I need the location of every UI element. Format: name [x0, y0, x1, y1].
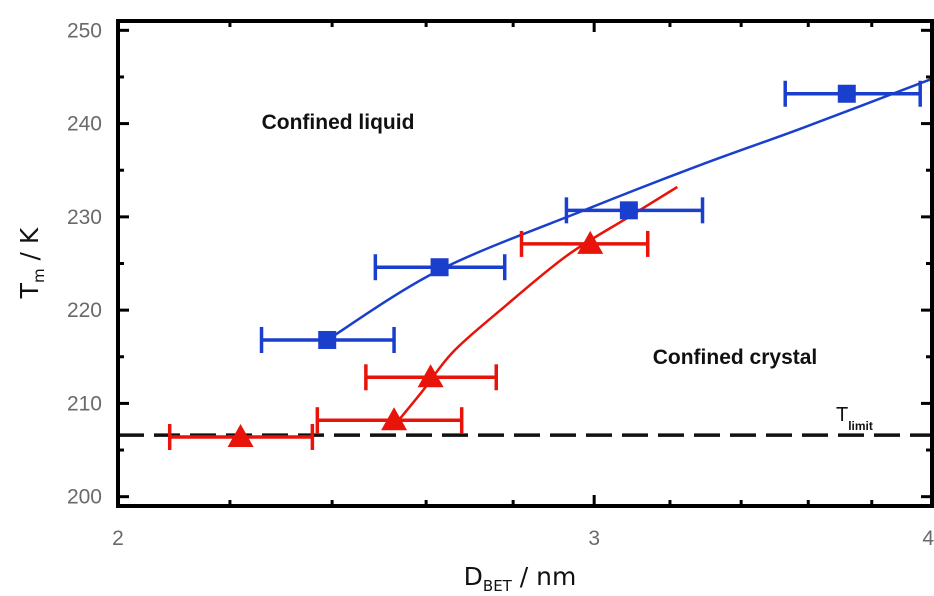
y-axis-title: Tm / K	[15, 227, 48, 299]
square-marker	[619, 201, 638, 220]
x-axis-title-main: D	[464, 562, 483, 591]
data-markers	[227, 84, 856, 447]
fit-curves	[326, 77, 933, 427]
square-marker	[318, 330, 337, 349]
square-series-fit-curve	[326, 77, 933, 342]
y-axis-title-main: T	[15, 282, 44, 299]
x-axis-title-sub: BET	[483, 577, 513, 595]
y-axis-title-sub: m	[30, 268, 48, 283]
square-marker	[837, 84, 856, 103]
triangle-series-fit-curve	[393, 185, 678, 427]
triangle-marker	[577, 230, 604, 254]
triangle-marker	[417, 364, 444, 388]
y-tick-label: 200	[67, 486, 102, 509]
y-axis-title-unit: / K	[15, 227, 44, 268]
tlimit-label: Tlimit	[836, 404, 873, 433]
x-tick-label: 3	[588, 527, 600, 550]
tlimit-label-main: T	[836, 404, 848, 426]
x-axis-title-unit: / nm	[512, 562, 577, 591]
annotation-confined-liquid: Confined liquid	[262, 111, 415, 134]
plot-frame	[116, 19, 934, 508]
triangle-marker	[381, 407, 408, 431]
triangle-marker	[227, 423, 254, 447]
x-tick-label: 2	[112, 527, 124, 550]
error-bars	[167, 80, 922, 450]
y-tick-label: 210	[67, 392, 102, 415]
y-tick-label: 220	[67, 299, 102, 322]
annotation-confined-crystal: Confined crystal	[653, 346, 818, 369]
x-axis-title: DBET / nm	[464, 562, 577, 595]
x-tick-label: 4	[922, 527, 934, 550]
tick-labels: 200 210 220 230 240 250 2 3 4	[67, 19, 934, 550]
y-tick-label: 240	[67, 113, 102, 136]
y-tick-label: 230	[67, 206, 102, 229]
tlimit-label-sub: limit	[848, 419, 873, 433]
y-tick-label: 250	[67, 19, 102, 42]
square-marker	[430, 258, 449, 277]
